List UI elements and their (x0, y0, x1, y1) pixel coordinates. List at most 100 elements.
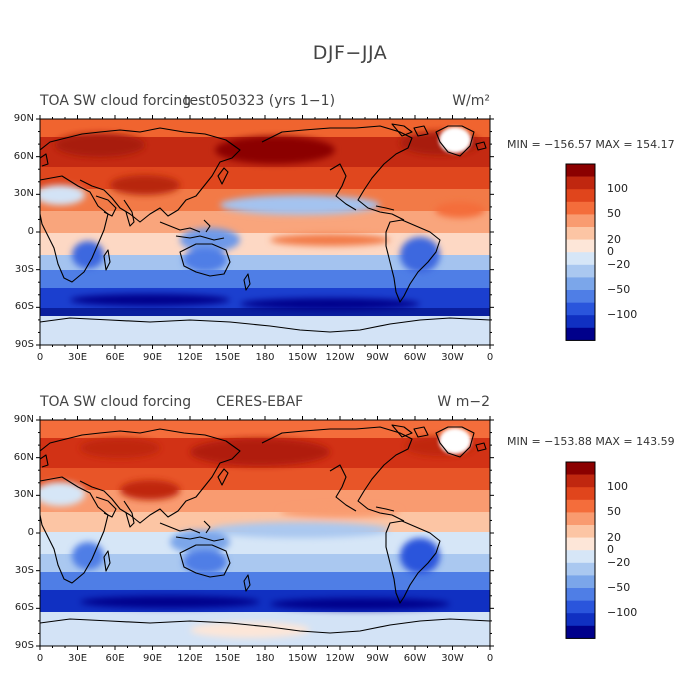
map-1-blob-so-ind (70, 294, 230, 306)
colorbar-1-cell (566, 277, 595, 291)
map-1-lat-label: 30S (14, 263, 34, 275)
map-1-band-arctic (40, 119, 490, 137)
map-1-blob-atl-trop (435, 202, 485, 218)
map-2-blob-samerica (400, 538, 440, 574)
map-2-blob-npac (190, 438, 330, 466)
colorbars (565, 163, 596, 639)
colorbar-2-cell (566, 487, 595, 501)
colorbar-1-label: −50 (607, 283, 631, 296)
colorbar-1-label: −100 (607, 308, 638, 322)
map-2-blob-so-ind (80, 596, 260, 608)
colorbar-2-cell (566, 625, 595, 639)
map-1-lon-label: 90E (142, 352, 163, 363)
map-1-band-tropics-n (40, 211, 490, 233)
map-1-blob-samerica (400, 237, 440, 273)
figure-title: DJF−JJA (312, 42, 388, 64)
panel-2-units: W m−2 (437, 394, 490, 410)
map-1-lat-label: 90S (14, 339, 34, 350)
map-1-lon-label: 60E (105, 352, 125, 363)
map-2-blob-china (120, 480, 180, 500)
colorbar-1-cell (566, 264, 595, 278)
map-1-blob-maritime (180, 228, 240, 252)
map-2-lon-label: 90E (142, 653, 163, 664)
map-2-lon-label: 180 (255, 653, 275, 664)
colorbar-2-label: −100 (607, 606, 638, 620)
colorbar-1-label: 50 (607, 207, 621, 221)
panel-1-center-title: test050323 (yrs 1−1) (184, 93, 336, 109)
map-1-lat-label: 0 (27, 226, 34, 237)
colorbar-2-cell (566, 575, 595, 589)
map-1-lon-label: 120W (325, 352, 355, 363)
colorbar-1-label: 20 (607, 232, 621, 246)
map-1-blob-npac (215, 136, 335, 164)
map-1-band-sh-sub (40, 255, 490, 270)
colorbar-1-cell (566, 327, 595, 341)
map-2-blob-itcz (280, 506, 400, 518)
map-1-lat-label: 60S (14, 301, 34, 313)
colorbar-2-cell (566, 512, 595, 526)
panel-1-left-title: TOA SW cloud forcing (40, 93, 192, 109)
map-2-blob-australia (183, 550, 227, 574)
colorbar-1-cell (566, 290, 595, 303)
colorbar-2-cell (566, 474, 595, 488)
map-2-lat-label: 90N (13, 414, 34, 425)
map-1-lon-label: 150E (214, 352, 241, 363)
colorbar-1-cell (566, 302, 595, 316)
map-2-blob-greenland (439, 428, 471, 454)
map-2-blob-siberia (80, 438, 160, 458)
colorbar-2-cell (566, 600, 595, 614)
map-2-lon-label: 0 (486, 653, 494, 664)
map-2-lon-label: 120E (177, 653, 203, 664)
colorbar-2-cell (566, 537, 595, 551)
map-1-lon-label: 30W (441, 352, 464, 363)
map-1-blob-itcz (270, 234, 390, 246)
colorbar-2-label: 0 (607, 543, 614, 557)
panel-2-center-title: CERES-EBAF (216, 394, 304, 410)
map-1-lat-label: 90N (13, 113, 34, 124)
colorbar-1-frame (565, 163, 596, 341)
panel-1-units: W/m² (452, 93, 490, 109)
map-2-lon-label: 150E (214, 653, 241, 664)
colorbar-1-cell (566, 252, 595, 266)
map-1-band-sh-storm (40, 308, 490, 316)
map-1-coastlines (40, 123, 490, 333)
map-2-band-arctic (40, 420, 490, 438)
panel-2-left-title: TOA SW cloud forcing (40, 394, 192, 410)
map-2-lat-label: 30N (13, 489, 34, 501)
colorbar-1-cell (566, 227, 595, 240)
map-2-lat-label: 90S (14, 640, 34, 651)
map-1-blob-sahara (40, 185, 85, 205)
map-2-band-nh-mid (40, 468, 490, 490)
map-1 (40, 119, 490, 345)
colorbar-2-label: 100 (607, 480, 628, 494)
map-2-lon-label: 150W (288, 653, 317, 664)
map-1-lat-label: 60N (13, 150, 34, 162)
map-2-blob-sahara (40, 482, 85, 506)
map-2-band-tropics-s (40, 532, 490, 554)
map-2-blob-so-pac (270, 598, 450, 610)
map-1-lon-label: 90W (366, 352, 389, 363)
map-2-band-sh-mid (40, 572, 490, 590)
map-1-lon-label: 30E (67, 352, 88, 363)
map-2-coastlines (40, 424, 490, 634)
panel-2-stats: MIN = −153.88 MAX = 143.59 (507, 435, 675, 448)
map-1-lon-label: 150W (288, 352, 317, 363)
colorbar-1-cell (566, 201, 595, 215)
colorbar-2-cell (566, 462, 595, 475)
colorbar-2-label: 50 (607, 505, 621, 519)
colorbar-2-cell (566, 588, 595, 601)
map-2-lon-label: 30E (67, 653, 88, 664)
map-1-blob-china (110, 175, 180, 195)
colorbar-2-cell (566, 562, 595, 576)
map-2-blob-antarctic-warm (190, 622, 310, 638)
axis-ticks (36, 115, 494, 650)
map-2-lat-label: 30S (14, 564, 34, 576)
panel-1-stats: MIN = −156.57 MAX = 154.17 (507, 138, 675, 151)
colorbar-1-cell (566, 214, 595, 228)
colorbar-2-frame (565, 461, 596, 639)
map-2-band-sh-sub (40, 554, 490, 572)
map-1-blob-so-pac (240, 298, 420, 310)
colorbar-1-label: 0 (607, 245, 614, 259)
